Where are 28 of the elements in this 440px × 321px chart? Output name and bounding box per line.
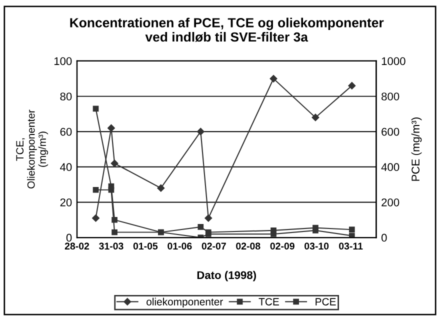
legend-label: TCE (258, 298, 279, 306)
legend-label: oliekomponenter (146, 298, 223, 308)
y-axis-title: TCE, Oliekomponenter (mg/m³) (16, 110, 48, 188)
x-tick-label: 28-02 (64, 242, 90, 250)
x-tick-label: 02-07 (202, 242, 226, 250)
y-tick-label: 0 (66, 234, 72, 242)
y2-axis-title: PCE (mg/m³) (411, 118, 422, 181)
y-tick-label: 60 (60, 128, 72, 136)
y-tick-label: 20 (60, 198, 72, 206)
x-tick-label: 31-03 (99, 242, 124, 250)
x-tick-label: 03-10 (304, 242, 329, 250)
y-tick-label: 80 (60, 92, 72, 100)
x-axis-title: Dato (1998) (197, 270, 256, 282)
x-tick-label: 02-09 (270, 242, 294, 250)
y2-tick-label: 1000 (382, 57, 406, 66)
x-tick-label: 02-08 (236, 242, 260, 250)
x-tick-label: 03-11 (339, 242, 363, 250)
y2-tick-label: 600 (382, 128, 400, 136)
y-tick-label: 100 (54, 57, 72, 66)
y-tick-label: 40 (60, 163, 72, 172)
x-tick-label: 01-06 (168, 242, 192, 250)
x-tick-label: 01-05 (133, 242, 158, 250)
y2-tick-label: 200 (382, 198, 400, 206)
chart-title: Koncentrationen af PCE, TCE og oliekomponenter ved indløb til SVE-filter 3a (70, 18, 384, 42)
y2-tick-label: 400 (381, 163, 400, 172)
y2-tick-label: 800 (382, 92, 400, 100)
y2-tick-label: 0 (381, 234, 387, 242)
legend-label: PCE (316, 298, 336, 306)
